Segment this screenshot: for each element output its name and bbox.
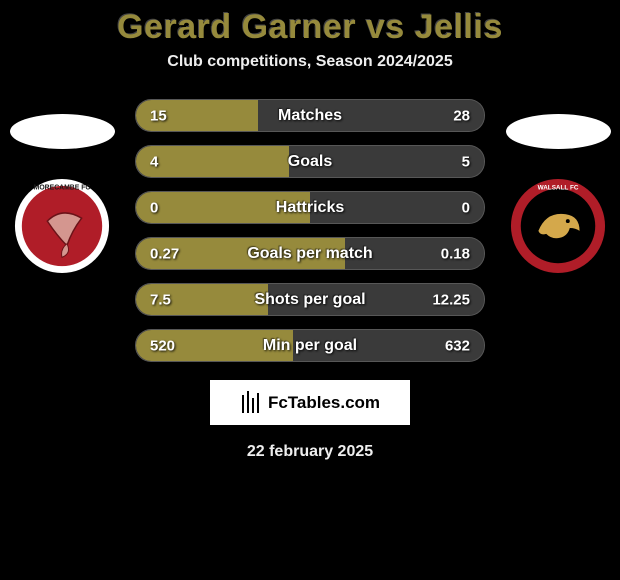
stat-right-value: 12.25: [432, 291, 470, 308]
stat-bar: 4 5 Goals: [135, 145, 485, 178]
stat-label: Hattricks: [276, 199, 344, 217]
fctables-logo-text: FcTables.com: [268, 393, 380, 413]
stat-label: Min per goal: [263, 337, 357, 355]
svg-text:MORECAMBE FC: MORECAMBE FC: [34, 185, 91, 192]
stat-left-value: 0.27: [150, 245, 179, 262]
stat-bar-left-fill: [136, 146, 289, 177]
left-player-photo-placeholder: [10, 114, 115, 149]
svg-text:WALSALL FC: WALSALL FC: [538, 185, 579, 192]
stat-label: Goals: [288, 153, 332, 171]
stat-label: Shots per goal: [254, 291, 365, 309]
stat-bar: 0 0 Hattricks: [135, 191, 485, 224]
stat-left-value: 0: [150, 199, 158, 216]
stat-right-value: 5: [462, 153, 470, 170]
stat-bar: 7.5 12.25 Shots per goal: [135, 283, 485, 316]
stat-bar: 0.27 0.18 Goals per match: [135, 237, 485, 270]
stat-right-value: 0.18: [441, 245, 470, 262]
stat-left-value: 520: [150, 337, 175, 354]
stat-right-value: 632: [445, 337, 470, 354]
stat-right-value: 0: [462, 199, 470, 216]
stat-label: Matches: [278, 107, 342, 125]
stat-left-value: 7.5: [150, 291, 171, 308]
left-player-column: MORECAMBE FC: [7, 99, 117, 275]
right-team-crest: WALSALL FC: [509, 177, 607, 275]
stat-label: Goals per match: [247, 245, 372, 263]
stat-bar: 15 28 Matches: [135, 99, 485, 132]
stat-right-value: 28: [453, 107, 470, 124]
right-player-photo-placeholder: [506, 114, 611, 149]
left-team-crest: MORECAMBE FC: [13, 177, 111, 275]
stat-left-value: 4: [150, 153, 158, 170]
fctables-logo: FcTables.com: [210, 380, 410, 425]
fctables-logo-icon: [240, 391, 262, 415]
stats-bars: 15 28 Matches 4 5 Goals 0 0 Hattricks 0.27 0.18 Goa…: [135, 99, 485, 362]
comparison-date: 22 february 2025: [0, 443, 620, 461]
stat-left-value: 15: [150, 107, 167, 124]
comparison-row: MORECAMBE FC 15 28 Matches 4 5 Goals 0 0 Hattric…: [0, 99, 620, 362]
right-player-column: WALSALL FC: [503, 99, 613, 275]
stat-bar: 520 632 Min per goal: [135, 329, 485, 362]
comparison-title: Gerard Garner vs Jellis: [0, 8, 620, 47]
comparison-subtitle: Club competitions, Season 2024/2025: [0, 53, 620, 71]
